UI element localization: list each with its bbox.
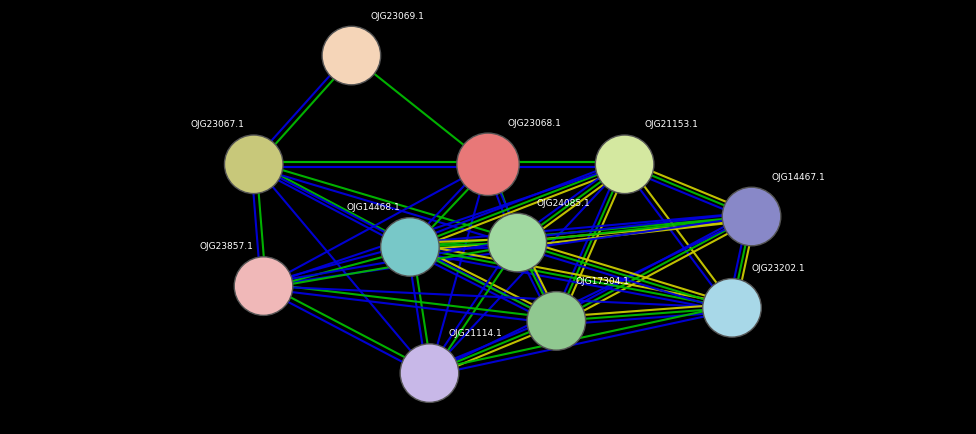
Text: OJG23202.1: OJG23202.1 — [752, 263, 805, 273]
Ellipse shape — [703, 279, 761, 337]
Text: OJG17304.1: OJG17304.1 — [576, 276, 630, 286]
Ellipse shape — [400, 344, 459, 402]
Text: OJG14468.1: OJG14468.1 — [346, 203, 400, 212]
Text: OJG24085.1: OJG24085.1 — [537, 198, 590, 207]
Text: OJG21153.1: OJG21153.1 — [644, 120, 698, 129]
Ellipse shape — [457, 134, 519, 196]
Ellipse shape — [488, 214, 547, 272]
Ellipse shape — [527, 292, 586, 350]
Text: OJG23857.1: OJG23857.1 — [200, 242, 254, 251]
Text: OJG14467.1: OJG14467.1 — [771, 172, 825, 181]
Text: OJG23069.1: OJG23069.1 — [371, 12, 425, 21]
Ellipse shape — [381, 218, 439, 276]
Ellipse shape — [722, 188, 781, 246]
Ellipse shape — [234, 257, 293, 316]
Ellipse shape — [224, 136, 283, 194]
Text: OJG21114.1: OJG21114.1 — [449, 329, 503, 338]
Text: OJG23067.1: OJG23067.1 — [190, 120, 244, 129]
Ellipse shape — [595, 136, 654, 194]
Text: OJG23068.1: OJG23068.1 — [508, 118, 561, 127]
Ellipse shape — [322, 27, 381, 85]
